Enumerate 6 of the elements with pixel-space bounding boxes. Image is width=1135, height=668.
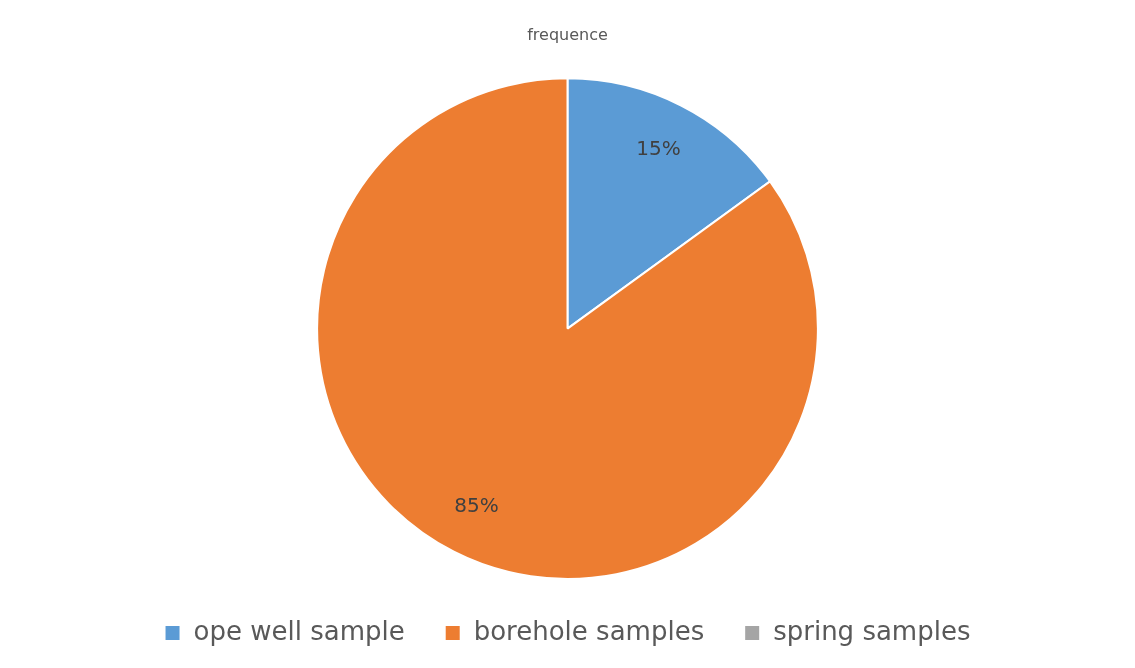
data-label: 85% (454, 493, 499, 518)
legend-label: spring samples (773, 615, 971, 646)
legend-label: borehole samples (473, 615, 705, 646)
legend-label: ope well sample (193, 615, 405, 646)
chart-title: frequence (527, 24, 608, 44)
data-label: 15% (636, 136, 681, 161)
